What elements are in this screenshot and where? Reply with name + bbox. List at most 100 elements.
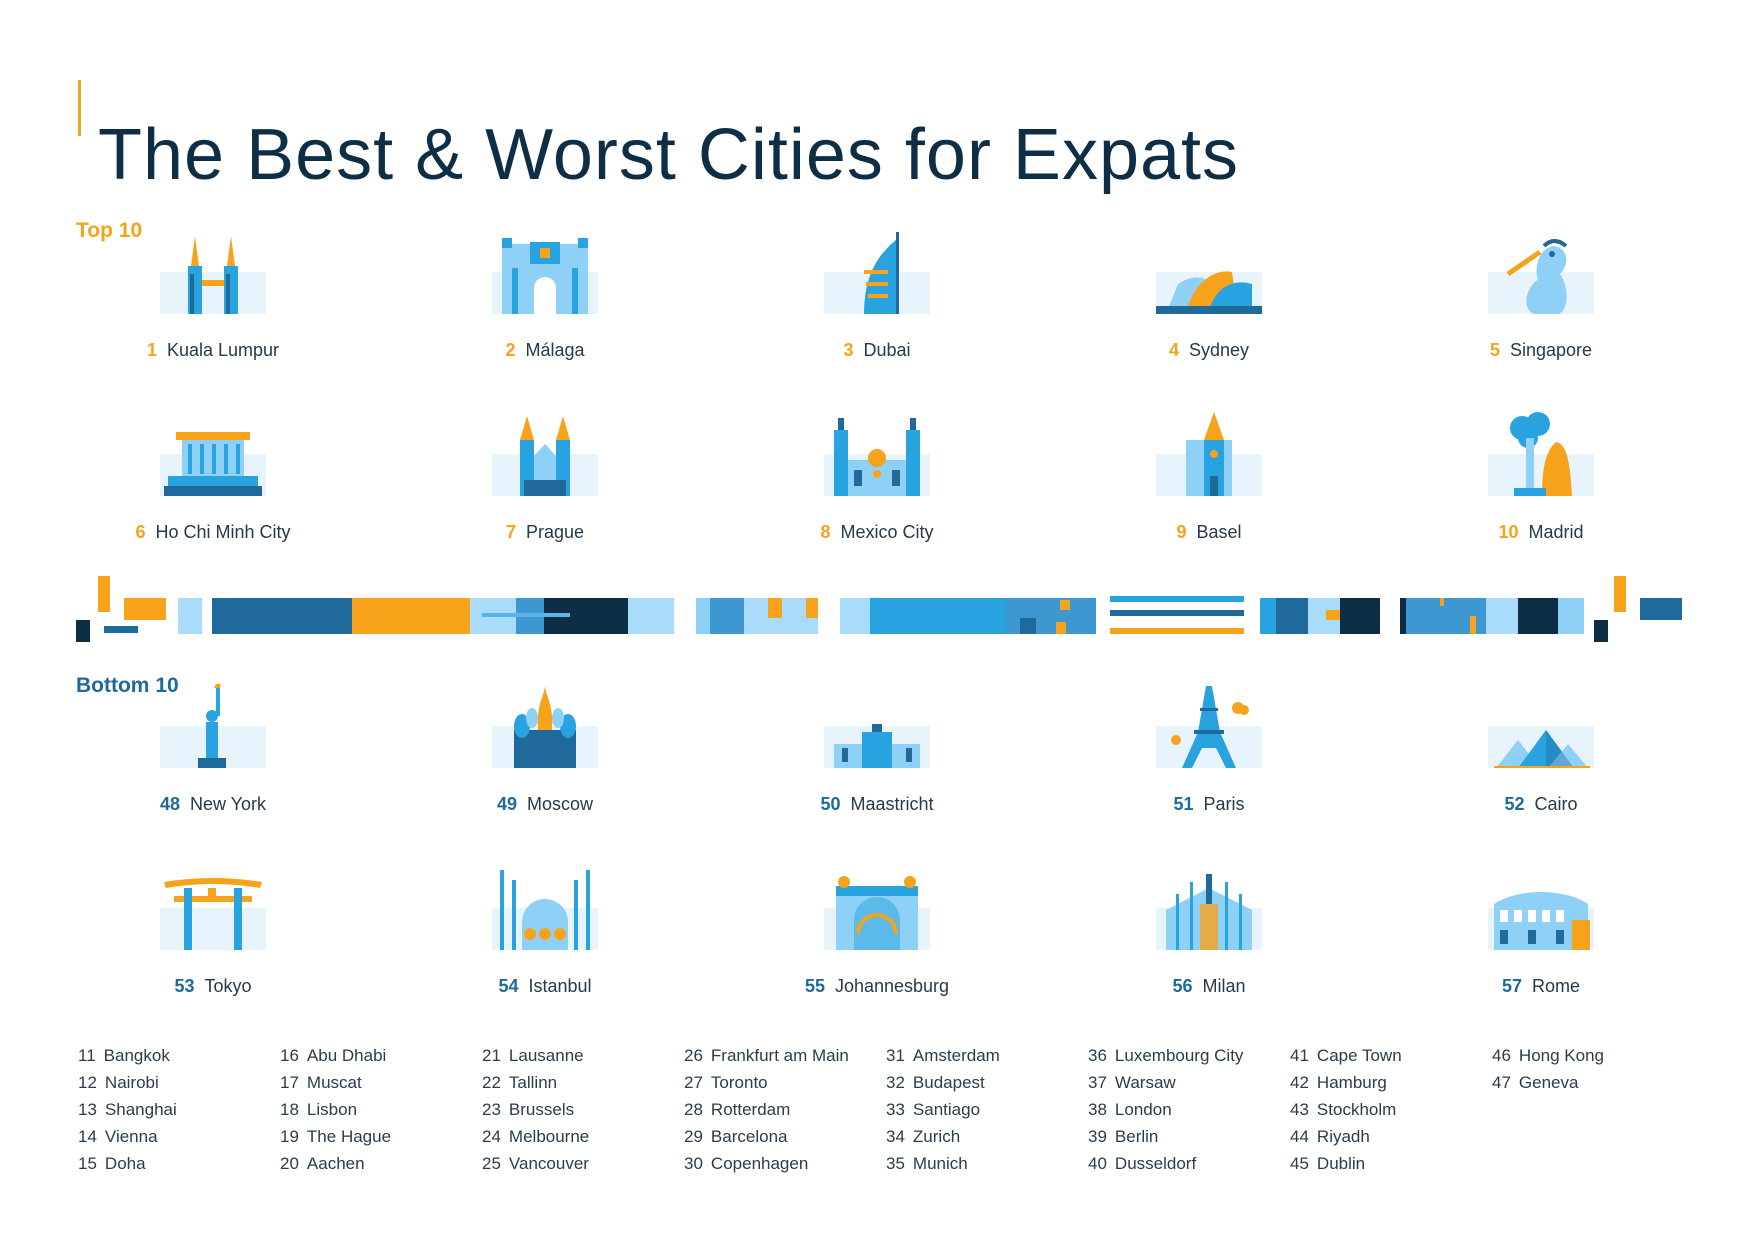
city-caption: 56 Milan	[1084, 976, 1334, 997]
ranking-city: Lausanne	[508, 1046, 584, 1065]
ranking-city: Copenhagen	[710, 1154, 809, 1173]
merlion-icon	[1488, 239, 1594, 314]
city-name: Kuala Lumpur	[166, 340, 280, 360]
city-name: Milan	[1202, 976, 1246, 996]
ranking-city: Abu Dhabi	[306, 1046, 387, 1065]
ranking-city: Aachen	[306, 1154, 365, 1173]
city-caption: 55 Johannesburg	[752, 976, 1002, 997]
city-rank: 56	[1172, 976, 1193, 996]
city-caption: 49 Moscow	[420, 794, 670, 815]
ranking-number: 34	[886, 1127, 905, 1146]
ranking-number: 46	[1492, 1046, 1511, 1065]
ranking-item: 22 Tallinn	[482, 1069, 589, 1096]
ranking-item: 23 Brussels	[482, 1096, 589, 1123]
city-name: Dubai	[863, 340, 911, 360]
ranking-city: Shanghai	[104, 1100, 177, 1119]
city-caption: 5 Singapore	[1416, 340, 1666, 361]
ranking-city: London	[1114, 1100, 1172, 1119]
city-card: 3 Dubai	[752, 228, 1002, 398]
ranking-number: 30	[684, 1154, 703, 1173]
city-rank: 3	[843, 340, 854, 360]
city-name: Singapore	[1509, 340, 1593, 360]
ranking-number: 24	[482, 1127, 501, 1146]
city-caption: 57 Rome	[1416, 976, 1666, 997]
bottom10-heading: Bottom 10	[76, 674, 179, 697]
city-card: 48 New York	[88, 682, 338, 852]
st-basils-icon	[492, 686, 598, 768]
city-card: 1 Kuala Lumpur	[88, 228, 338, 398]
rankings-column: 41 Cape Town 42 Hamburg 43 Stockholm 44 Riyadh 4…	[1290, 1042, 1402, 1177]
city-rank: 53	[174, 976, 195, 996]
mausoleum-icon	[160, 432, 266, 496]
ranking-item: 40 Dusseldorf	[1088, 1150, 1243, 1177]
city-caption: 8 Mexico City	[752, 522, 1002, 543]
ranking-item: 44 Riyadh	[1290, 1123, 1402, 1150]
city-name: Paris	[1203, 794, 1245, 814]
ranking-number: 13	[78, 1100, 97, 1119]
ranking-city: Doha	[104, 1154, 146, 1173]
ranking-number: 18	[280, 1100, 299, 1119]
city-rank: 54	[498, 976, 519, 996]
ranking-item: 29 Barcelona	[684, 1123, 849, 1150]
ranking-number: 36	[1088, 1046, 1107, 1065]
ranking-number: 20	[280, 1154, 299, 1173]
ranking-item: 38 London	[1088, 1096, 1243, 1123]
ranking-item: 37 Warsaw	[1088, 1069, 1243, 1096]
ranking-number: 28	[684, 1100, 703, 1119]
city-name: Johannesburg	[834, 976, 950, 996]
ranking-city: Rotterdam	[710, 1100, 791, 1119]
city-caption: 9 Basel	[1084, 522, 1334, 543]
city-name: Prague	[525, 522, 585, 542]
city-card: 50 Maastricht	[752, 682, 1002, 852]
ranking-number: 33	[886, 1100, 905, 1119]
ranking-number: 47	[1492, 1073, 1511, 1092]
city-caption: 52 Cairo	[1416, 794, 1666, 815]
ranking-number: 43	[1290, 1100, 1309, 1119]
ranking-city: Toronto	[710, 1073, 768, 1092]
ranking-item: 34 Zurich	[886, 1123, 1000, 1150]
city-caption: 50 Maastricht	[752, 794, 1002, 815]
ranking-item: 15 Doha	[78, 1150, 177, 1177]
top10-heading: Top 10	[76, 219, 143, 242]
ranking-city: Zurich	[912, 1127, 961, 1146]
city-rank: 55	[804, 976, 825, 996]
city-name: Cairo	[1534, 794, 1578, 814]
ranking-city: Bangkok	[103, 1046, 170, 1065]
ranking-item: 33 Santiago	[886, 1096, 1000, 1123]
ranking-city: Brussels	[508, 1100, 575, 1119]
ranking-city: Dusseldorf	[1114, 1154, 1197, 1173]
city-card: 6 Ho Chi Minh City	[88, 410, 338, 580]
opera-house-icon	[1156, 271, 1262, 314]
torii-gate-icon	[160, 878, 266, 950]
ranking-number: 25	[482, 1154, 501, 1173]
city-card: 57 Rome	[1416, 864, 1666, 1034]
city-rank: 4	[1168, 340, 1179, 360]
ranking-number: 17	[280, 1073, 299, 1092]
ranking-city: Barcelona	[710, 1127, 788, 1146]
ranking-item: 19 The Hague	[280, 1123, 391, 1150]
city-name: Sydney	[1188, 340, 1250, 360]
city-rank: 2	[505, 340, 516, 360]
city-name: Rome	[1532, 976, 1581, 996]
ranking-item: 12 Nairobi	[78, 1069, 177, 1096]
city-card: 49 Moscow	[420, 682, 670, 852]
ranking-city: Geneva	[1518, 1073, 1579, 1092]
ranking-number: 26	[684, 1046, 703, 1065]
city-rank: 57	[1501, 976, 1522, 996]
ranking-city: Luxembourg City	[1114, 1046, 1244, 1065]
decorative-band	[76, 576, 1682, 642]
ranking-item: 24 Melbourne	[482, 1123, 589, 1150]
city-card: 51 Paris	[1084, 682, 1334, 852]
rankings-column: 16 Abu Dhabi 17 Muscat 18 Lisbon 19 The Hague 20…	[280, 1042, 391, 1177]
ranking-number: 14	[78, 1127, 97, 1146]
ranking-number: 27	[684, 1073, 703, 1092]
ranking-number: 39	[1088, 1127, 1107, 1146]
city-caption: 3 Dubai	[752, 340, 1002, 361]
rankings-column: 46 Hong Kong 47 Geneva	[1492, 1042, 1604, 1096]
rankings-column: 11 Bangkok 12 Nairobi 13 Shanghai 14 Vienna 15 Do…	[78, 1042, 177, 1177]
ranking-number: 45	[1290, 1154, 1309, 1173]
city-caption: 48 New York	[88, 794, 338, 815]
ranking-city: Dublin	[1316, 1154, 1366, 1173]
city-rank: 48	[159, 794, 180, 814]
minster-icon	[1156, 412, 1262, 496]
